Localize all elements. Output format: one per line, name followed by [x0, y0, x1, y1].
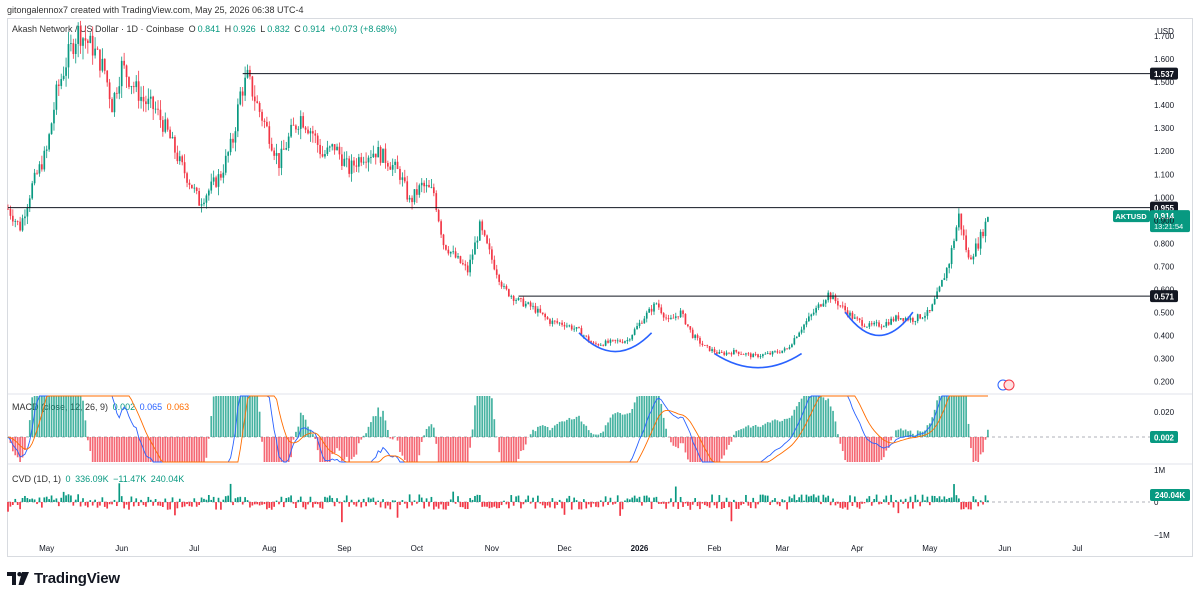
chart-frame: [7, 18, 1193, 557]
change-value: +0.073 (+8.68%): [329, 24, 397, 34]
macd-label[interactable]: MACD (close, 12, 26, 9): [12, 402, 109, 412]
cvd-high-value: 336.09K: [75, 474, 109, 484]
close-label: C: [294, 24, 301, 34]
macd-legend: MACD (close, 12, 26, 9) 0.002 0.065 0.06…: [12, 402, 191, 412]
low-label: L: [260, 24, 266, 34]
macd-signal-value: 0.063: [166, 402, 190, 412]
cvd-close-value: 240.04K: [150, 474, 185, 484]
high-value: 0.926: [233, 24, 256, 34]
low-value: 0.832: [267, 24, 290, 34]
tradingview-logo-text: TradingView: [34, 569, 120, 587]
chart-creator-caption: gitongalennox7 created with TradingView.…: [7, 5, 304, 15]
cvd-legend: CVD (1D, 1) 0 336.09K −11.47K 240.04K: [12, 474, 186, 484]
open-label: O: [188, 24, 196, 34]
tradingview-logo[interactable]: TradingView: [7, 569, 120, 587]
cvd-label[interactable]: CVD (1D, 1): [12, 474, 62, 484]
macd-histogram-value: 0.002: [112, 402, 136, 412]
cvd-open-value: 0: [65, 474, 71, 484]
open-value: 0.841: [197, 24, 221, 34]
close-value: 0.914: [302, 24, 326, 34]
high-label: H: [224, 24, 232, 34]
price-legend: Akash Network / US Dollar · 1D · Coinbas…: [12, 24, 399, 34]
symbol-label[interactable]: Akash Network / US Dollar · 1D · Coinbas…: [12, 24, 185, 34]
macd-line-value: 0.065: [139, 402, 163, 412]
tradingview-logo-icon: [7, 571, 29, 585]
cvd-low-value: −11.47K: [113, 474, 147, 484]
